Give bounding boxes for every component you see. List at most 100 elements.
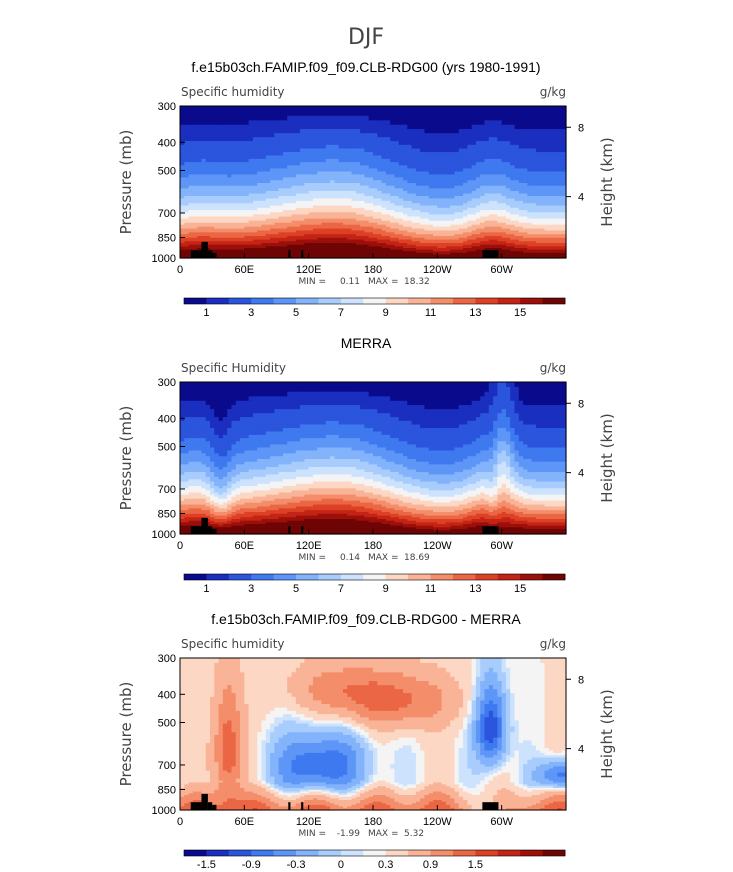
data-cell xyxy=(415,182,421,187)
data-cell xyxy=(227,193,233,197)
data-cell xyxy=(463,155,468,160)
data-cell xyxy=(433,110,438,117)
data-cell xyxy=(385,106,391,112)
data-cell xyxy=(210,137,215,142)
data-cell xyxy=(321,237,327,241)
data-cell xyxy=(458,144,464,150)
data-cell xyxy=(385,196,391,200)
data-cell xyxy=(458,226,464,230)
data-cell xyxy=(347,237,353,241)
data-cell xyxy=(428,249,434,252)
data-cell xyxy=(205,218,211,222)
data-cell xyxy=(180,224,185,228)
data-cell xyxy=(338,148,344,153)
data-cell xyxy=(420,235,426,239)
data-cell xyxy=(342,115,348,121)
data-cell xyxy=(235,124,241,130)
data-cell xyxy=(342,185,348,189)
data-cell xyxy=(454,165,460,170)
data-cell xyxy=(252,200,258,204)
data-cell xyxy=(385,165,391,170)
data-cell xyxy=(480,239,486,242)
data-cell xyxy=(373,152,378,157)
data-cell xyxy=(184,246,190,249)
data-cell xyxy=(274,230,280,233)
data-cell xyxy=(411,144,417,150)
data-cell xyxy=(231,177,237,181)
data-cell xyxy=(197,226,203,230)
data-cell xyxy=(450,224,456,228)
data-cell xyxy=(467,255,473,259)
data-cell xyxy=(265,129,271,134)
data-cell xyxy=(205,182,211,187)
data-cell xyxy=(261,244,267,247)
data-cell xyxy=(381,171,387,176)
data-cell xyxy=(300,180,305,184)
data-cell xyxy=(321,162,327,166)
data-cell xyxy=(377,249,383,252)
data-cell xyxy=(403,239,408,242)
data-cell xyxy=(295,234,301,237)
data-cell xyxy=(240,218,245,222)
data-cell xyxy=(295,137,301,142)
data-cell xyxy=(360,212,366,216)
data-cell xyxy=(252,162,258,166)
data-cell xyxy=(403,224,408,228)
data-cell xyxy=(475,230,481,233)
data-cell xyxy=(385,230,391,233)
data-cell xyxy=(433,141,438,146)
data-cell xyxy=(244,200,250,204)
data-cell xyxy=(360,243,366,246)
data-cell xyxy=(300,182,305,187)
data-cell xyxy=(282,174,288,178)
data-cell xyxy=(240,203,245,207)
data-cell xyxy=(265,246,271,249)
data-cell xyxy=(300,120,305,126)
data-cell xyxy=(433,185,438,189)
data-cell xyxy=(257,190,263,195)
data-cell xyxy=(527,129,533,134)
data-cell xyxy=(467,249,473,252)
data-cell xyxy=(390,249,396,252)
data-cell xyxy=(407,198,413,202)
data-cell xyxy=(235,216,241,220)
data-cell xyxy=(197,106,203,112)
data-cell xyxy=(270,224,275,228)
data-cell xyxy=(248,129,254,134)
data-cell xyxy=(295,244,301,247)
data-cell xyxy=(342,110,348,117)
data-cell xyxy=(257,237,263,241)
data-cell xyxy=(291,200,297,204)
data-cell xyxy=(197,237,203,241)
data-cell xyxy=(180,210,185,213)
data-cell xyxy=(428,133,434,138)
data-cell xyxy=(270,188,275,192)
data-cell xyxy=(227,152,233,157)
data-cell xyxy=(295,141,301,146)
data-cell xyxy=(441,115,447,121)
data-cell xyxy=(381,235,387,239)
data-cell xyxy=(437,110,443,117)
data-cell xyxy=(274,210,280,213)
data-cell xyxy=(184,120,190,126)
data-cell xyxy=(454,158,460,163)
data-cell xyxy=(407,237,413,241)
data-cell xyxy=(411,226,417,230)
data-cell xyxy=(394,251,400,254)
data-cell xyxy=(295,165,301,170)
data-cell xyxy=(454,214,460,218)
data-cell xyxy=(415,228,421,232)
data-cell xyxy=(334,224,340,228)
data-cell xyxy=(218,158,224,163)
data-cell xyxy=(467,110,473,117)
data-cell xyxy=(312,155,318,160)
data-cell xyxy=(197,220,203,224)
data-cell xyxy=(325,162,331,166)
data-cell xyxy=(244,218,250,222)
data-cell xyxy=(523,110,528,117)
data-cell xyxy=(450,174,456,178)
data-cell xyxy=(252,148,258,153)
data-cell xyxy=(381,252,387,256)
data-cell xyxy=(248,210,254,213)
data-cell xyxy=(390,254,396,257)
